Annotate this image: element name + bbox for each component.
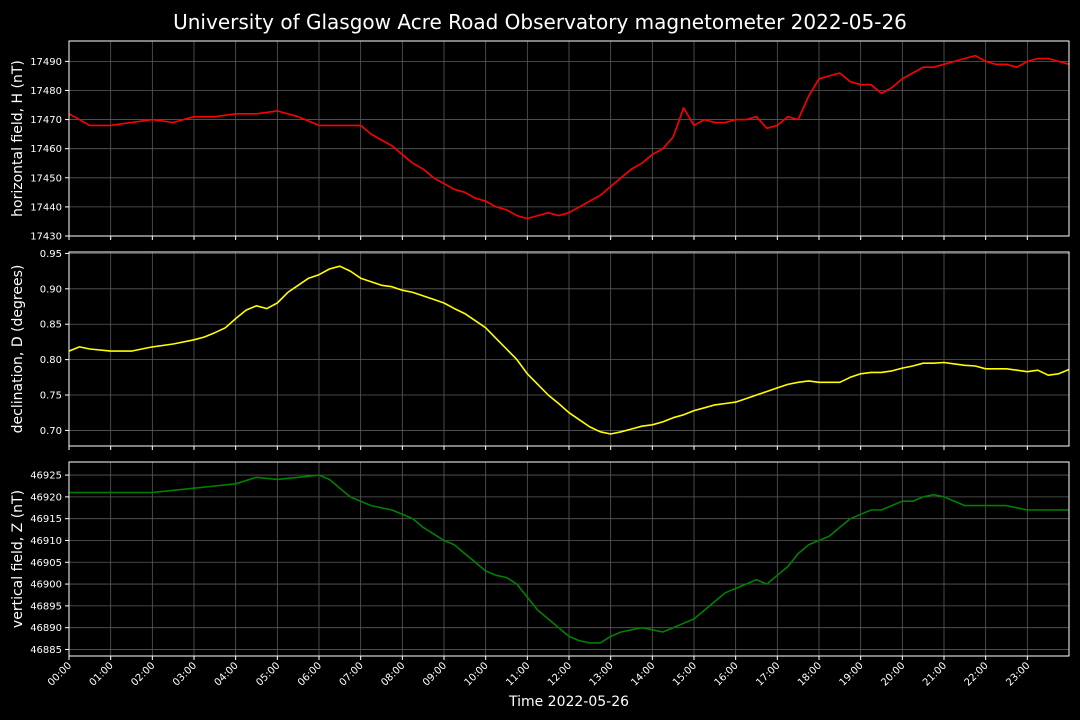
y-tick-label: 17430 [30,232,62,243]
y-tick-label: 46925 [30,471,62,482]
panel-3: 46885 46890 46895 46900 46905 46910 46915 46920… [10,461,1070,660]
panel-2: 0.70 0.75 0.80 0.85 0.90 0.95 declination, D (… [10,249,1070,450]
y-tick-label: 46915 [30,514,62,525]
series-line [69,474,1069,644]
y-tick-label: 17440 [30,202,62,213]
y-axis-label: vertical field, Z (nT) [10,490,26,628]
y-tick-label: 17470 [30,115,62,126]
panel-frame [68,461,1070,657]
chart-title: University of Glasgow Acre Road Observat… [173,10,907,34]
chart-panels: 17430 17440 17450 17460 17470 17480 17490 horiz… [10,40,1070,660]
y-tick-label: 0.95 [40,249,62,260]
y-tick-label: 0.75 [40,391,62,402]
y-tick-label: 17480 [30,86,62,97]
panel-frame [68,40,1070,237]
y-tick-label: 0.85 [40,320,62,331]
y-axis-label: horizontal field, H (nT) [10,60,26,217]
y-tick-label: 46900 [30,580,62,591]
y-tick-label: 46920 [30,492,62,503]
y-tick-label: 46910 [30,536,62,547]
y-tick-label: 46885 [30,645,62,656]
y-tick-label: 17460 [30,144,62,155]
panel-frame [68,251,1070,447]
y-tick-label: 46895 [30,601,62,612]
series-line [68,54,1070,220]
panel-1: 17430 17440 17450 17460 17470 17480 17490 horiz… [10,40,1070,243]
y-tick-label: 17450 [30,173,62,184]
y-tick-label: 46890 [30,623,62,634]
y-axis-label: declination, D (degrees) [10,265,26,434]
x-axis-label: Time 2022-05-26 [508,694,629,710]
y-tick-label: 0.70 [40,426,62,437]
y-tick-label: 0.80 [40,355,62,366]
y-tick-label: 46905 [30,558,62,569]
series-line [68,265,1070,435]
y-tick-label: 0.90 [40,284,62,295]
y-tick-label: 17490 [30,57,62,68]
